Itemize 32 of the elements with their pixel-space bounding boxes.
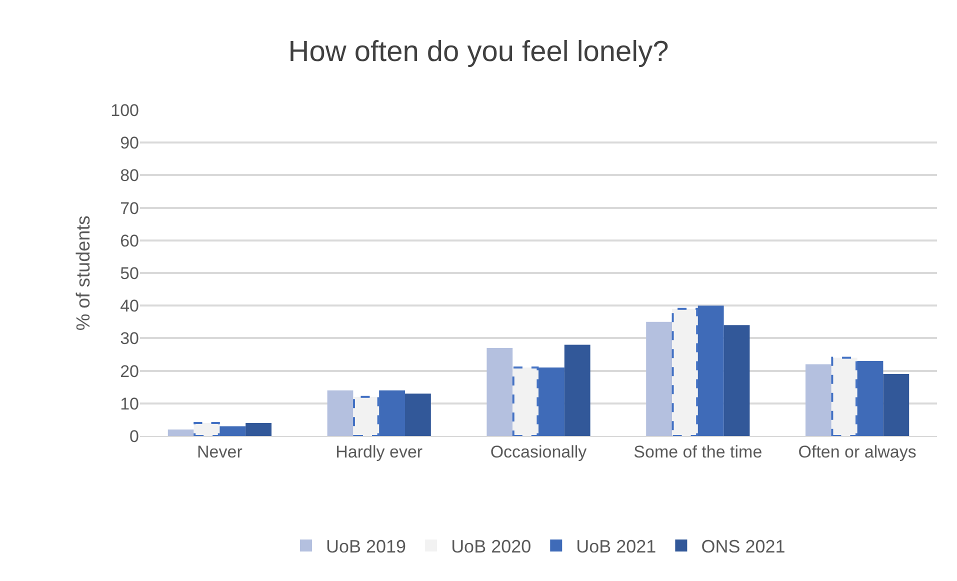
x-tick-label: Never [197,442,243,462]
x-tick-label: Hardly ever [336,442,423,462]
legend-label: UoB 2019 [326,536,406,556]
legend-label: UoB 2020 [451,536,532,556]
bar [327,390,354,436]
y-tick-label: 90 [120,134,139,153]
y-tick-label: 60 [120,231,139,250]
bar [724,325,750,436]
bar [246,422,272,436]
y-tick-label: 70 [120,198,139,218]
chart-title: How often do you feel lonely? [288,36,669,68]
y-tick-label: 0 [130,426,139,446]
bar [806,364,832,436]
bar [564,344,590,436]
y-tick-label: 10 [120,394,139,414]
y-tick-label: 80 [120,166,139,186]
bar [168,429,194,436]
legend-label: ONS 2021 [701,536,786,556]
y-tick-label: 50 [120,264,139,283]
legend-label: UoB 2021 [576,536,656,556]
x-tick-label: Occasionally [490,442,588,462]
bar [486,348,513,436]
y-tick-label: 100 [110,100,139,120]
y-tick-label: 40 [120,296,139,316]
bar [405,394,431,436]
x-tick-label: Often or always [798,442,916,462]
bar [883,374,910,436]
y-tick-label: 30 [120,329,139,348]
x-tick-label: Some of the time [634,442,762,462]
y-tick-label: 20 [120,362,139,381]
y-axis-title: % of students [73,215,94,331]
bar [646,322,672,436]
